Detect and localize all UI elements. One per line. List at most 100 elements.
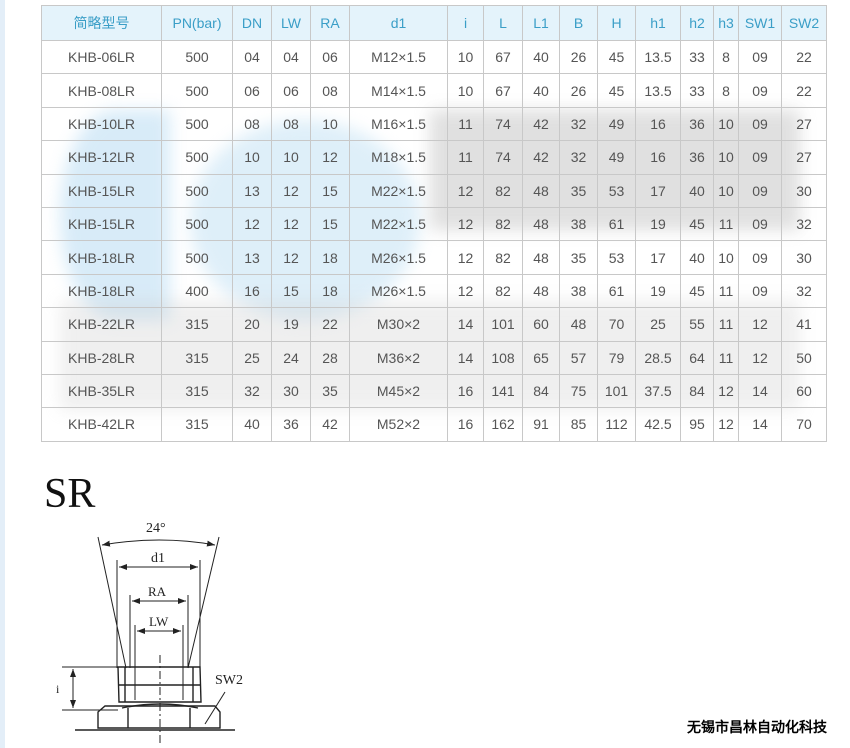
table-cell: 27: [781, 106, 827, 142]
table-cell: 09: [738, 173, 782, 208]
table-cell: 09: [738, 73, 782, 108]
table-cell: KHB-42LR: [41, 407, 162, 442]
table-cell: 06: [310, 39, 350, 75]
sw2-label: SW2: [215, 673, 243, 688]
table-cell: 95: [680, 407, 714, 442]
table-cell: 13.5: [635, 73, 681, 108]
table-cell: 04: [271, 39, 311, 75]
table-cell: M16×1.5: [349, 106, 448, 142]
table-cell: 22: [781, 73, 827, 108]
table-cell: KHB-12LR: [41, 140, 162, 175]
table-cell: 10: [447, 39, 484, 75]
table-cell: 40: [680, 240, 714, 275]
table-cell: 20: [232, 307, 272, 342]
table-cell: M12×1.5: [349, 39, 448, 75]
table-cell: 8: [713, 39, 739, 75]
table-cell: 32: [781, 273, 827, 309]
table-cell: 12: [447, 173, 484, 208]
table-cell: 12: [447, 206, 484, 242]
table-cell: 141: [483, 373, 523, 409]
table-cell: KHB-15LR: [41, 173, 162, 208]
table-row: KHB-15LR 500 13 12 15 M22×1.5 12 82 48 35 53 17 40 10…: [41, 173, 827, 208]
table-cell: 500: [161, 206, 233, 242]
table-cell: 53: [597, 240, 636, 275]
table-cell: 18: [310, 240, 350, 275]
cone-lines: [97, 536, 220, 669]
table-cell: KHB-10LR: [41, 106, 162, 142]
table-cell: 14: [447, 307, 484, 342]
table-cell: M22×1.5: [349, 173, 448, 208]
table-cell: 315: [161, 340, 233, 375]
d1-label: d1: [151, 551, 165, 566]
table-cell: 45: [597, 73, 636, 108]
table-cell: KHB-18LR: [41, 273, 162, 309]
table-cell: 16: [635, 106, 681, 142]
column-header: L1: [522, 5, 560, 41]
table-cell: 40: [522, 39, 560, 75]
table-cell: 82: [483, 240, 523, 275]
table-row: KHB-22LR 315 20 19 22 M30×2 14 101 60 48 70 25 55 11 1…: [41, 307, 827, 342]
table-cell: 35: [310, 373, 350, 409]
table-cell: 09: [738, 206, 782, 242]
table-cell: 19: [635, 206, 681, 242]
table-cell: 12: [271, 206, 311, 242]
table-cell: 15: [310, 173, 350, 208]
left-border-strip: [0, 0, 5, 748]
table-cell: 30: [781, 240, 827, 275]
table-cell: 75: [559, 373, 598, 409]
table-cell: 10: [713, 106, 739, 142]
table-cell: 33: [680, 39, 714, 75]
table-cell: 101: [483, 307, 523, 342]
table-cell: 26: [559, 39, 598, 75]
table-cell: KHB-28LR: [41, 340, 162, 375]
table-cell: 09: [738, 106, 782, 142]
table-cell: 10: [232, 140, 272, 175]
table-cell: 14: [738, 373, 782, 409]
table-row: KHB-15LR 500 12 12 15 M22×1.5 12 82 48 38 61 19 45 11…: [41, 206, 827, 242]
i-label: i: [56, 682, 60, 696]
table-cell: 49: [597, 106, 636, 142]
column-header: L: [483, 5, 523, 41]
table-cell: 12: [447, 273, 484, 309]
table-cell: 108: [483, 340, 523, 375]
table-cell: 74: [483, 106, 523, 142]
diagram-title: SR: [44, 471, 96, 517]
table-cell: M36×2: [349, 340, 448, 375]
table-cell: 48: [559, 307, 598, 342]
i-dimension: [62, 666, 118, 711]
table-cell: 12: [447, 240, 484, 275]
table-cell: 61: [597, 273, 636, 309]
table-cell: 50: [781, 340, 827, 375]
table-cell: 10: [271, 140, 311, 175]
table-cell: 35: [559, 173, 598, 208]
table-cell: 10: [713, 140, 739, 175]
column-header: i: [447, 5, 484, 41]
table-cell: 400: [161, 273, 233, 309]
table-row: KHB-12LR 500 10 10 12 M18×1.5 11 74 42 32 49 16 36 10…: [41, 140, 827, 175]
table-cell: 09: [738, 140, 782, 175]
column-header: h3: [713, 5, 739, 41]
table-cell: M14×1.5: [349, 73, 448, 108]
angle-label: 24°: [146, 521, 166, 536]
table-cell: 45: [597, 39, 636, 75]
table-cell: 24: [271, 340, 311, 375]
table-row: KHB-08LR 500 06 06 08 M14×1.5 10 67 40 26 45 13.5 33…: [41, 73, 827, 108]
table-cell: 04: [232, 39, 272, 75]
table-cell: 12: [738, 340, 782, 375]
table-cell: 82: [483, 206, 523, 242]
table-cell: 49: [597, 140, 636, 175]
table-cell: 11: [713, 307, 739, 342]
column-header: DN: [232, 5, 272, 41]
table-row: KHB-35LR 315 32 30 35 M45×2 16 141 84 75 101 37.5 84…: [41, 373, 827, 409]
table-cell: 45: [680, 273, 714, 309]
table-cell: 101: [597, 373, 636, 409]
table-cell: 09: [738, 39, 782, 75]
table-cell: 70: [781, 407, 827, 442]
table-cell: 42: [522, 140, 560, 175]
table-row: KHB-42LR 315 40 36 42 M52×2 16 162 91 85 112 42.5 95…: [41, 407, 827, 442]
table-cell: 60: [781, 373, 827, 409]
table-cell: 12: [232, 206, 272, 242]
table-cell: 48: [522, 240, 560, 275]
